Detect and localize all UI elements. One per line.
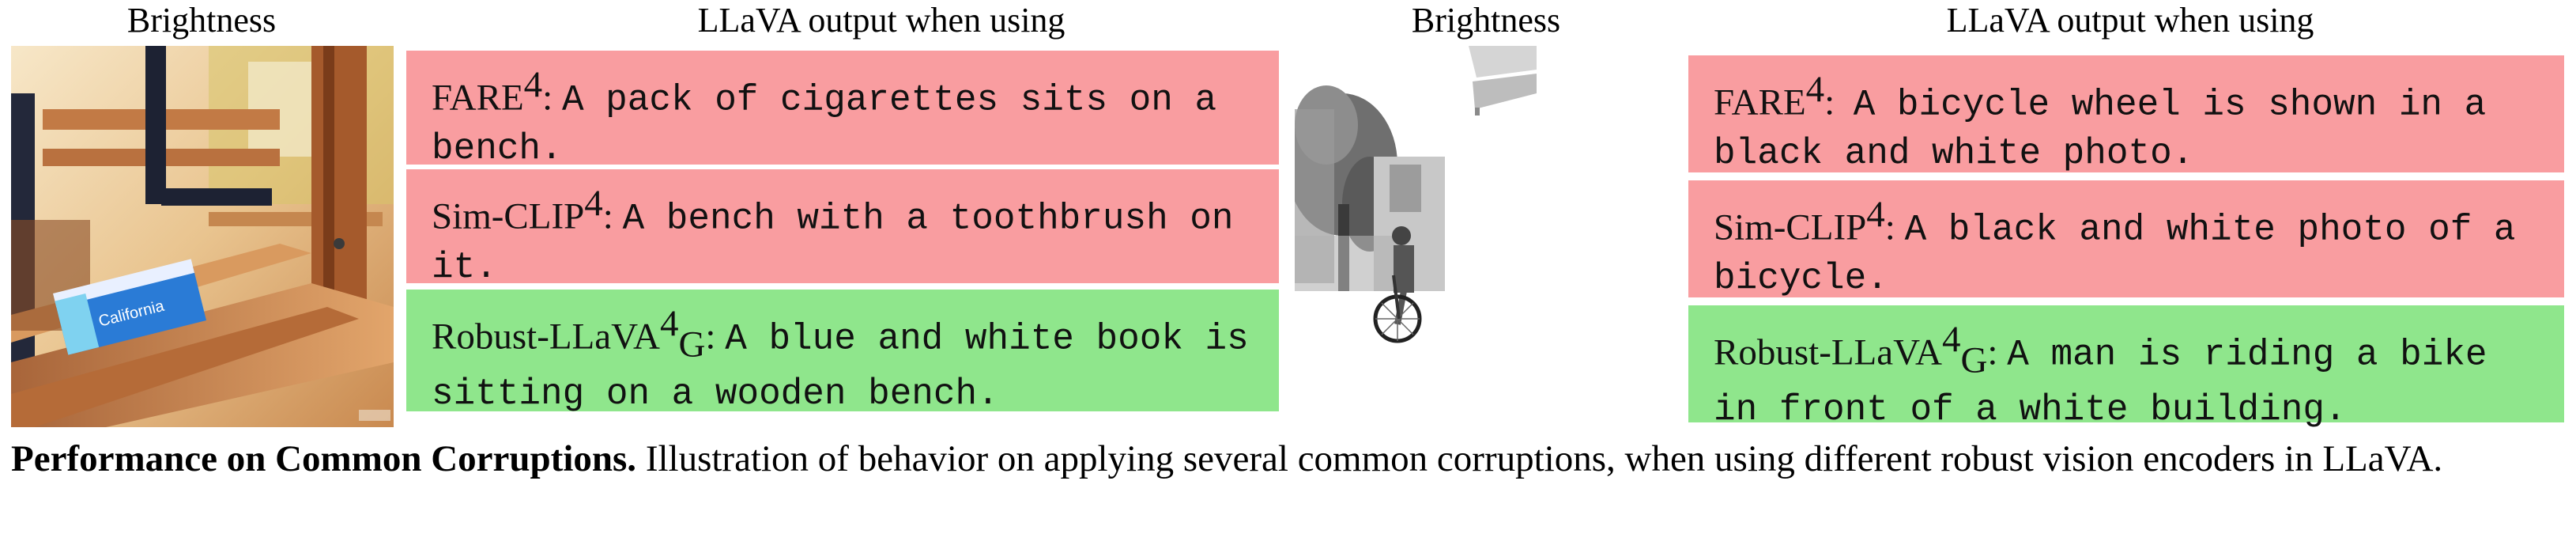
model-name: Sim-CLIP [1714, 206, 1867, 248]
output-box-simclip-left: Sim-CLIP4: A bench with a toothbrush on … [406, 169, 1279, 288]
right-output-header: LLaVA output when using [1946, 1, 2314, 40]
output-text: A bench with a toothbrush on it. [432, 198, 1234, 289]
output-box-robust-llava-left: Robust-LLaVA4G: A blue and white book is… [406, 290, 1279, 415]
model-separator: : [1987, 331, 2008, 373]
model-superscript: 4 [1805, 69, 1825, 110]
model-subscript: G [1960, 339, 1988, 381]
model-superscript: 4 [659, 303, 679, 344]
model-separator: : [1824, 81, 1854, 123]
bicycle-photo [1295, 46, 1537, 419]
model-separator: : [705, 316, 726, 358]
output-text: A man is riding a bike in front of a whi… [1714, 334, 2487, 430]
model-name: Robust-LLaVA [432, 316, 660, 358]
model-superscript: 4 [1866, 194, 1885, 235]
output-box-fare-right: FARE4: A bicycle wheel is shown in a bla… [1688, 55, 2564, 175]
output-box-simclip-right: Sim-CLIP4: A black and white photo of a … [1688, 180, 2564, 300]
caption-title: Performance on Common Corruptions. [11, 438, 637, 479]
figure-caption: Performance on Common Corruptions. Illus… [11, 434, 2556, 484]
left-output-header: LLaVA output when using [697, 1, 1065, 40]
model-separator: : [602, 195, 623, 237]
model-name: FARE [432, 77, 524, 119]
left-image-header: Brightness [126, 1, 277, 40]
model-superscript: 4 [1941, 319, 1961, 360]
model-separator: : [542, 77, 562, 119]
output-box-robust-llava-right: Robust-LLaVA4G: A man is riding a bike i… [1688, 305, 2564, 430]
output-text: A blue and white book is sitting on a wo… [432, 318, 1249, 415]
output-text: A black and white photo of a bicycle. [1714, 209, 2516, 300]
model-name: Robust-LLaVA [1714, 331, 1942, 373]
bench-photo: California [11, 46, 394, 427]
output-box-fare-left: FARE4: A pack of cigarettes sits on a be… [406, 51, 1279, 169]
output-text: A bicycle wheel is shown in a black and … [1714, 84, 2487, 175]
output-text: A pack of cigarettes sits on a bench. [432, 79, 1217, 170]
model-separator: : [1884, 206, 1905, 248]
right-image-header: Brightness [1411, 1, 1561, 40]
model-subscript: G [678, 324, 706, 365]
model-name: FARE [1714, 81, 1806, 123]
model-name: Sim-CLIP [432, 195, 585, 237]
caption-text: Illustration of behavior on applying sev… [636, 438, 2443, 479]
model-superscript: 4 [523, 64, 543, 105]
model-superscript: 4 [584, 183, 603, 224]
